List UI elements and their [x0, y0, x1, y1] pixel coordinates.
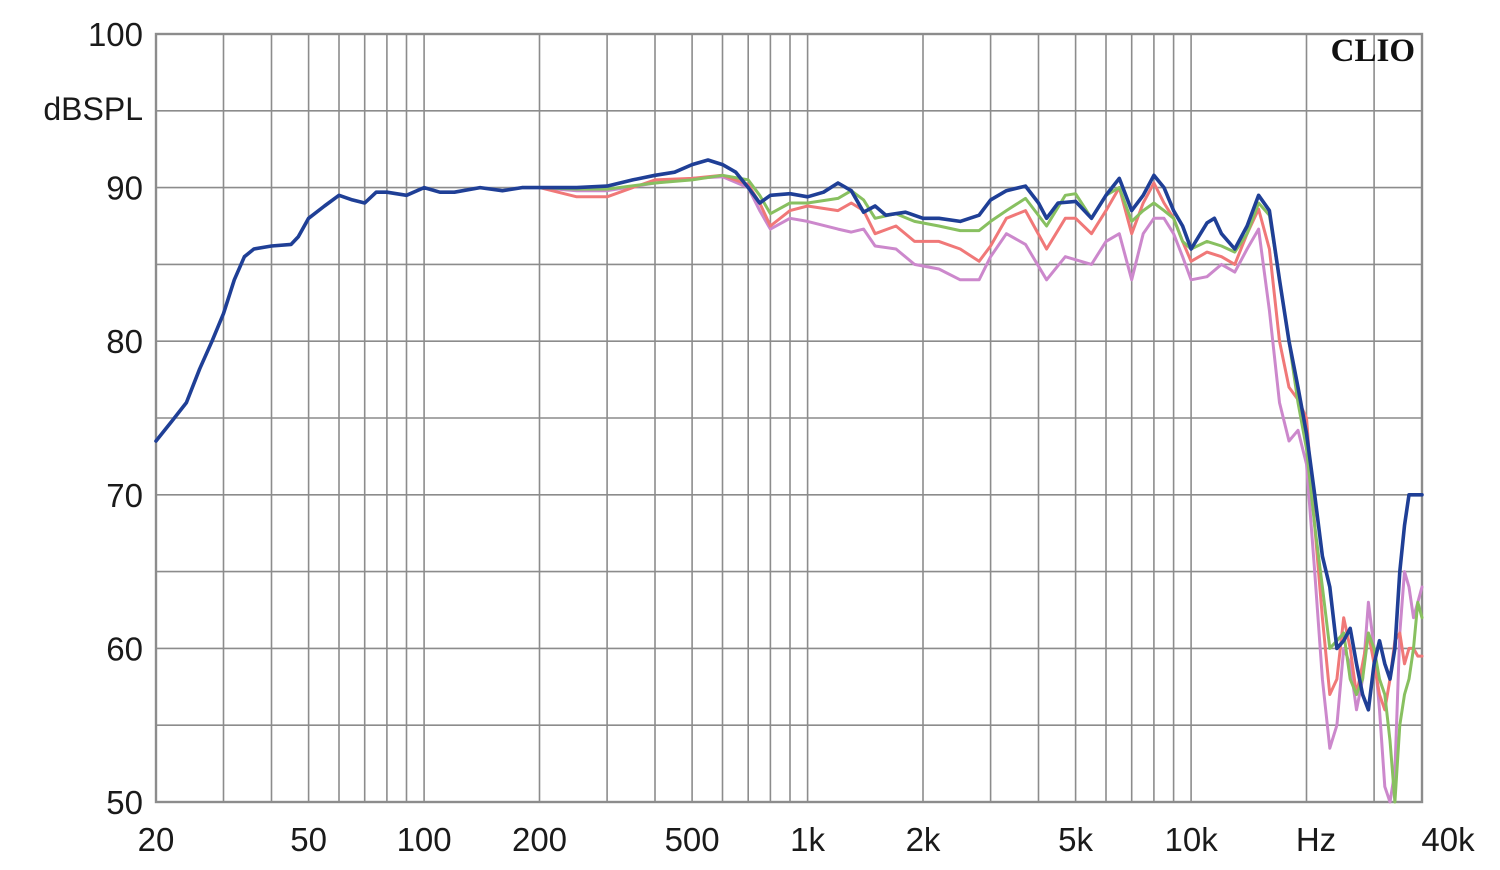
curves	[154, 158, 1424, 804]
x-tick-label: 200	[512, 821, 567, 858]
x-tick-label: 1k	[790, 821, 825, 858]
response-curve-4	[154, 158, 1424, 712]
y-tick-label: 50	[106, 784, 143, 821]
y-tick-label: 60	[106, 630, 143, 667]
plot-frame	[154, 32, 1424, 804]
response-curve-2	[538, 173, 1424, 712]
x-axis-unit-label: Hz	[1296, 821, 1336, 858]
response-curve-1	[538, 175, 1424, 804]
x-tick-label: 20	[138, 821, 175, 858]
y-axis-label: dBSPL	[43, 91, 143, 127]
x-tick-label: 500	[665, 821, 720, 858]
y-axis-ticks: 50 60 70 80 90 100	[88, 16, 143, 821]
x-tick-label: 10k	[1164, 821, 1218, 858]
grid	[156, 34, 1422, 802]
response-curve-3	[538, 173, 1424, 804]
x-tick-label: 100	[397, 821, 452, 858]
y-tick-label: 80	[106, 323, 143, 360]
y-tick-label: 90	[106, 170, 143, 207]
x-tick-label: 50	[290, 821, 327, 858]
y-tick-label: 70	[106, 477, 143, 514]
x-tick-label: 2k	[906, 821, 941, 858]
x-tick-label: 5k	[1058, 821, 1093, 858]
y-tick-label: 100	[88, 16, 143, 53]
x-axis-ticks: 20 50 100 200 500 1k 2k 5k 10k 40k	[138, 821, 1475, 858]
x-tick-label: 40k	[1421, 821, 1475, 858]
brand-logo-text: CLIO	[1331, 33, 1415, 69]
